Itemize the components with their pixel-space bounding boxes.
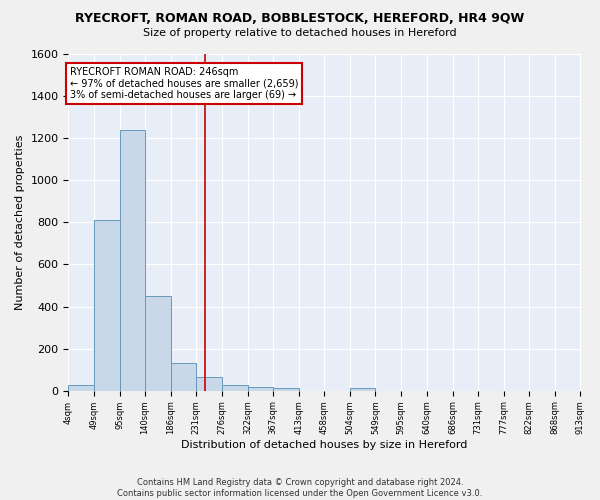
Bar	[248, 387, 273, 390]
Y-axis label: Number of detached properties: Number of detached properties	[15, 134, 25, 310]
Text: Contains HM Land Registry data © Crown copyright and database right 2024.
Contai: Contains HM Land Registry data © Crown c…	[118, 478, 482, 498]
Bar	[196, 377, 221, 390]
Text: RYECROFT, ROMAN ROAD, BOBBLESTOCK, HEREFORD, HR4 9QW: RYECROFT, ROMAN ROAD, BOBBLESTOCK, HEREF…	[76, 12, 524, 26]
X-axis label: Distribution of detached houses by size in Hereford: Distribution of detached houses by size …	[181, 440, 467, 450]
Bar	[221, 385, 248, 390]
Bar	[350, 388, 376, 390]
Bar	[171, 364, 196, 390]
Bar	[119, 130, 145, 390]
Bar	[273, 388, 299, 390]
Bar	[145, 296, 171, 390]
Text: Size of property relative to detached houses in Hereford: Size of property relative to detached ho…	[143, 28, 457, 38]
Bar	[94, 220, 119, 390]
Text: RYECROFT ROMAN ROAD: 246sqm
← 97% of detached houses are smaller (2,659)
3% of s: RYECROFT ROMAN ROAD: 246sqm ← 97% of det…	[70, 66, 298, 100]
Bar	[68, 386, 94, 390]
